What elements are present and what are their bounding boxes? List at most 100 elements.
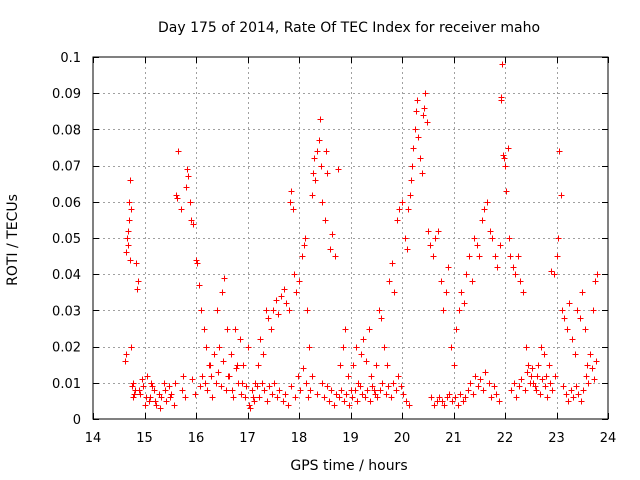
data-point: [369, 383, 376, 390]
data-point: [228, 351, 235, 358]
data-point: [250, 394, 257, 401]
data-point: [548, 268, 555, 275]
data-point: [493, 391, 500, 398]
data-point: [400, 391, 407, 398]
data-point: [178, 206, 185, 213]
data-point: [440, 307, 447, 314]
data-point: [314, 391, 321, 398]
data-point: [547, 380, 554, 387]
data-point: [503, 188, 510, 195]
x-tick-label: 18: [291, 431, 308, 446]
data-point: [324, 383, 331, 390]
data-point: [518, 376, 525, 383]
data-point: [542, 383, 549, 390]
data-point: [131, 391, 138, 398]
data-point: [305, 394, 312, 401]
data-point: [448, 344, 455, 351]
data-point: [243, 383, 250, 390]
data-point: [125, 228, 132, 235]
x-tick-label: 23: [548, 431, 565, 446]
data-point: [510, 264, 517, 271]
data-point: [319, 199, 326, 206]
data-point: [123, 249, 130, 256]
data-point: [480, 387, 487, 394]
data-point: [265, 315, 272, 322]
data-point: [443, 289, 450, 296]
data-point: [287, 199, 294, 206]
data-point: [312, 177, 319, 184]
data-point: [546, 362, 553, 369]
data-point: [273, 297, 280, 304]
data-point: [207, 362, 214, 369]
data-point: [126, 199, 133, 206]
data-point: [255, 362, 262, 369]
data-point: [345, 373, 352, 380]
data-point: [479, 217, 486, 224]
data-point: [199, 373, 206, 380]
data-point: [295, 373, 302, 380]
data-point: [508, 387, 515, 394]
data-point: [137, 391, 144, 398]
data-point: [163, 398, 170, 405]
data-point: [220, 358, 227, 365]
data-point: [128, 344, 135, 351]
data-point: [555, 235, 562, 242]
axis-ticks: [93, 57, 609, 420]
y-tick-label: 0.04: [52, 268, 81, 283]
data-point: [378, 315, 385, 322]
data-point: [296, 278, 303, 285]
data-point: [513, 394, 520, 401]
data-point: [285, 402, 292, 409]
data-point: [202, 380, 209, 387]
data-point: [591, 376, 598, 383]
data-point: [439, 398, 446, 405]
data-point: [446, 391, 453, 398]
data-point: [438, 278, 445, 285]
data-point: [130, 394, 137, 401]
data-point: [230, 394, 237, 401]
data-point: [144, 373, 151, 380]
data-point: [534, 373, 541, 380]
data-point: [500, 152, 507, 159]
data-point: [280, 398, 287, 405]
data-point: [476, 253, 483, 260]
data-point: [384, 362, 391, 369]
data-point: [197, 383, 204, 390]
data-point: [501, 155, 508, 162]
data-point: [225, 373, 232, 380]
data-point: [430, 253, 437, 260]
data-point: [359, 391, 366, 398]
data-point: [266, 383, 273, 390]
data-point: [525, 362, 532, 369]
data-point: [257, 336, 264, 343]
data-point: [566, 300, 573, 307]
data-point: [410, 145, 417, 152]
data-point: [569, 336, 576, 343]
data-point: [246, 402, 253, 409]
data-point: [404, 246, 411, 253]
data-point: [366, 326, 373, 333]
data-point: [201, 326, 208, 333]
data-point: [346, 402, 353, 409]
data-point: [456, 307, 463, 314]
data-point: [302, 235, 309, 242]
data-point: [189, 376, 196, 383]
data-point: [373, 362, 380, 369]
data-point: [151, 387, 158, 394]
data-point: [381, 344, 388, 351]
data-point: [461, 300, 468, 307]
data-point: [288, 383, 295, 390]
data-point: [283, 300, 290, 307]
data-point: [124, 235, 131, 242]
data-point: [383, 391, 390, 398]
data-point: [128, 206, 135, 213]
data-point: [412, 126, 419, 133]
data-point: [535, 362, 542, 369]
data-point: [507, 253, 514, 260]
data-point: [389, 260, 396, 267]
data-point: [568, 387, 575, 394]
data-point: [187, 199, 194, 206]
data-point: [194, 260, 201, 267]
data-point: [196, 282, 203, 289]
data-point: [561, 315, 568, 322]
